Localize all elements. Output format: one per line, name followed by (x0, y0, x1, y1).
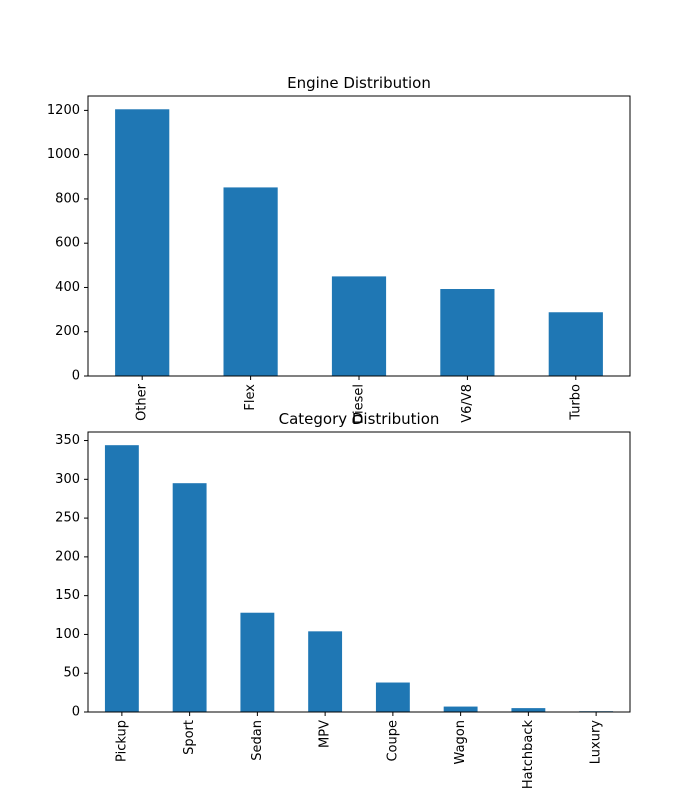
y-tick-label: 400 (55, 280, 80, 295)
x-axis-ticks: Pickup Sport Sedan MPV Coupe Wagon Hatchback Lu… (114, 712, 604, 790)
y-tick-label: 0 (72, 705, 80, 720)
bar-wagon (443, 706, 478, 712)
bar-sedan (240, 612, 275, 712)
y-tick-label: 350 (55, 433, 80, 448)
y-tick-label: 200 (55, 324, 80, 339)
bars (104, 445, 614, 712)
y-tick-label: 50 (63, 666, 80, 681)
x-tick-label: Hatchback (521, 720, 536, 790)
y-axis-ticks: 0 50 100 150 200 250 300 350 (55, 433, 88, 720)
y-axis-ticks: 0 200 400 600 800 1000 1200 (47, 103, 88, 384)
y-tick-label: 1000 (47, 147, 80, 162)
chart-title: Category Distribution (279, 410, 440, 428)
bar-other (115, 109, 170, 376)
bar-pickup (104, 445, 139, 712)
bars (115, 109, 603, 376)
bar-flex (223, 187, 278, 376)
y-tick-label: 200 (55, 549, 80, 564)
y-tick-label: 300 (55, 472, 80, 487)
category-distribution-chart: Category Distribution 0 50 100 150 200 250 300… (55, 410, 631, 790)
y-tick-label: 0 (72, 369, 80, 384)
bar-hatchback (511, 708, 546, 712)
y-tick-label: 150 (55, 588, 80, 603)
x-tick-label: Pickup (114, 720, 129, 762)
bar-turbo (548, 312, 603, 376)
y-tick-label: 800 (55, 191, 80, 206)
x-tick-label: V6/V8 (460, 384, 475, 423)
bar-coupe (375, 682, 410, 712)
x-tick-label: Sedan (250, 720, 265, 761)
x-tick-label: Coupe (385, 720, 400, 762)
x-tick-label: Flex (243, 384, 258, 411)
y-tick-label: 600 (55, 236, 80, 251)
plot-frame (87, 431, 631, 713)
y-tick-label: 250 (55, 511, 80, 526)
plot-frame (87, 95, 631, 377)
x-tick-label: MPV (318, 720, 333, 748)
bar-v6-v8 (440, 289, 495, 376)
x-tick-label: Luxury (589, 720, 604, 765)
x-tick-label: Sport (182, 720, 197, 755)
x-tick-label: Diesel (352, 384, 367, 424)
x-tick-label: Turbo (568, 384, 583, 421)
x-tick-label: Wagon (453, 720, 468, 764)
x-tick-label: Other (135, 383, 150, 421)
bar-sport (172, 483, 207, 712)
bar-diesel (331, 276, 387, 376)
engine-distribution-chart: Engine Distribution 0 200 400 600 800 1000 120… (47, 74, 631, 424)
y-tick-label: 1200 (47, 103, 80, 118)
chart-title: Engine Distribution (287, 74, 431, 92)
x-axis-ticks: Other Flex Diesel V6/V8 Turbo (135, 376, 583, 424)
bar-mpv (308, 631, 343, 712)
y-tick-label: 100 (55, 627, 80, 642)
